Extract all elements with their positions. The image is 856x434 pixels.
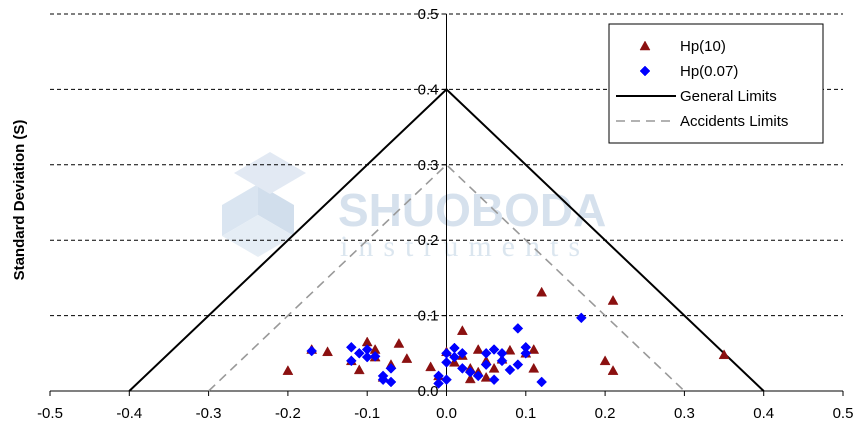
triangle-marker (528, 344, 540, 354)
legend-label: Hp(10) (680, 38, 726, 55)
diamond-marker (441, 374, 452, 386)
x-tick-label: 0.5 (833, 405, 854, 422)
watermark: SHUOBODA instruments (222, 152, 606, 263)
x-tick-label: -0.3 (196, 405, 222, 422)
triangle-marker (504, 344, 516, 355)
diamond-marker (480, 359, 492, 370)
diamond-marker (433, 378, 444, 389)
triangle-marker (480, 371, 492, 382)
diamond-marker (575, 312, 587, 324)
x-tick-label: 0.4 (753, 405, 774, 422)
diamond-marker (504, 364, 516, 376)
diamond-marker (488, 344, 500, 355)
x-tick-label: 0.1 (515, 405, 536, 422)
x-tick-label: -0.5 (37, 405, 63, 422)
triangle-marker (607, 365, 619, 375)
x-tick-label: -0.2 (275, 405, 301, 422)
diamond-marker (512, 323, 524, 334)
diamond-marker (441, 356, 452, 368)
x-tick-label: 0.0 (436, 405, 457, 422)
x-tick-label: 0.2 (595, 405, 616, 422)
y-tick-label: 0.5 (418, 6, 439, 23)
watermark-logo (222, 152, 306, 257)
data-markers (282, 286, 730, 389)
series-line-general-limits (128, 88, 765, 392)
x-tick-label: -0.1 (354, 405, 380, 422)
triangle-marker (456, 325, 468, 335)
x-tick-label: -0.4 (116, 405, 142, 422)
diamond-marker (385, 363, 397, 374)
triangle-marker (607, 295, 619, 305)
legend: Hp(10) Hp(0.07) General Limits Accidents Li… (608, 23, 824, 144)
tick-labels: -0.5 -0.4 -0.3 -0.2 -0.1 0.0 0.1 0.2 0.3 0.4 0.5 0.… (37, 6, 853, 422)
legend-items: Hp(10) Hp(0.07) General Limits Accidents Li… (616, 38, 788, 130)
limit-lines (128, 88, 765, 392)
watermark-sub: instruments (340, 230, 590, 263)
triangle-marker (322, 346, 333, 357)
diamond-marker (457, 347, 468, 359)
legend-label: Accidents Limits (680, 113, 788, 130)
diamond-marker (353, 347, 365, 359)
diamond-marker (496, 347, 508, 359)
y-tick-label: 0.4 (418, 81, 439, 98)
watermark-brand: SHUOBODA (338, 184, 606, 236)
triangle-marker (536, 286, 548, 297)
triangle-marker (528, 362, 540, 373)
series-line-accidents-limits (208, 163, 685, 392)
diamond-marker (345, 341, 357, 353)
legend-label: General Limits (680, 88, 777, 105)
legend-box (608, 23, 824, 144)
legend-marker (639, 40, 651, 51)
diamond-marker (345, 355, 357, 367)
triangle-marker (599, 355, 611, 366)
triangle-marker (472, 344, 484, 354)
y-tick-label: 0.2 (418, 232, 439, 249)
triangle-marker (393, 337, 405, 348)
triangle-marker (425, 361, 437, 372)
triangle-marker (282, 365, 294, 375)
diamond-marker (488, 374, 500, 386)
diamond-marker (472, 370, 484, 382)
diamond-marker (385, 376, 397, 388)
diamond-marker (369, 350, 381, 362)
diamond-marker (377, 370, 389, 382)
triangle-marker (353, 364, 365, 375)
axes (49, 13, 844, 396)
y-tick-label: 0.1 (418, 308, 439, 325)
diamond-marker (449, 342, 460, 354)
legend-marker (639, 65, 651, 77)
triangle-marker (401, 353, 413, 363)
diamond-marker (536, 376, 548, 388)
triangle-marker (464, 373, 476, 384)
diamond-marker (496, 355, 508, 367)
triangle-marker (488, 362, 500, 373)
diamond-marker (480, 347, 492, 359)
diamond-marker (512, 359, 524, 370)
diamond-marker (449, 351, 460, 363)
diamond-marker (464, 366, 476, 378)
diamond-marker (520, 347, 532, 359)
y-tick-label: 0.3 (418, 157, 439, 174)
diamond-marker (306, 345, 318, 357)
y-axis-title: Standard Deviation (S) (11, 120, 28, 281)
diamond-marker (361, 351, 373, 363)
legend-label: Hp(0.07) (680, 63, 738, 80)
y-tick-label: 0.0 (418, 383, 439, 400)
triangle-marker (718, 349, 730, 360)
x-tick-label: 0.3 (674, 405, 695, 422)
diamond-marker (457, 363, 468, 374)
